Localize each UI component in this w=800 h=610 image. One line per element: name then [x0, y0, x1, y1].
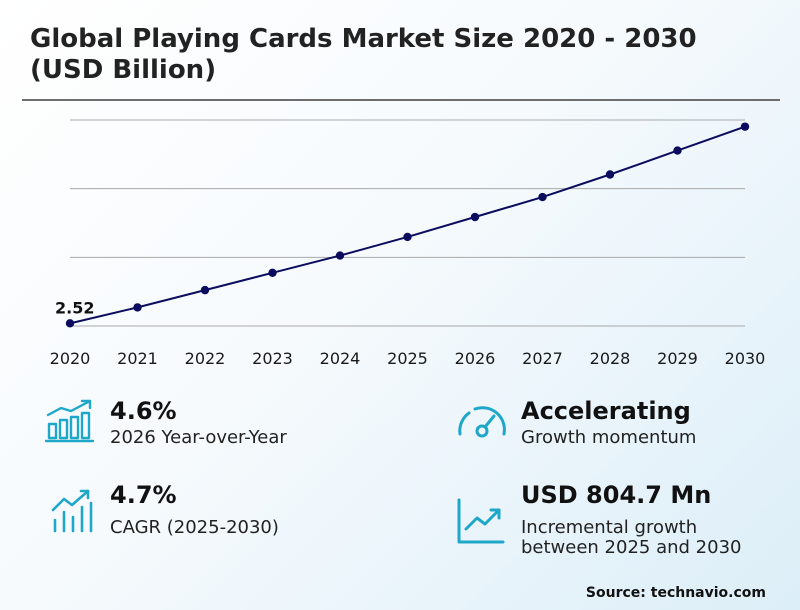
stat-cagr-value: 4.7%: [110, 481, 177, 509]
x-tick-label: 2022: [185, 349, 226, 368]
data-point: [538, 192, 547, 202]
x-tick-label: 2023: [252, 349, 293, 368]
stat-momentum-desc: Growth momentum: [521, 427, 697, 448]
gauge-icon: [458, 406, 506, 438]
data-point: [470, 212, 480, 222]
x-tick-label: 2030: [725, 349, 766, 368]
stat-cagr-desc: CAGR (2025-2030): [110, 517, 279, 538]
stat-momentum-value: Accelerating: [521, 397, 691, 425]
bar-chart-growth-icon: [45, 399, 95, 443]
data-point: [335, 251, 345, 260]
data-point: [403, 232, 412, 242]
line-chart: 2020 2021 2022 2023 2024 2025 2026 2027 2028 2029…: [50, 119, 766, 368]
title-divider: [22, 99, 780, 101]
data-point: [740, 122, 750, 131]
series-line: [69, 125, 746, 325]
x-tick-label: 2025: [387, 349, 428, 368]
data-point: [268, 268, 277, 278]
data-point: [673, 146, 682, 155]
data-point: [605, 170, 615, 179]
x-tick-label: 2028: [590, 349, 631, 368]
data-point: [65, 319, 75, 328]
stat-yoy-desc: 2026 Year-over-Year: [110, 427, 287, 448]
stat-incremental-desc-line2: between 2025 and 2030: [521, 537, 742, 558]
data-point: [133, 303, 142, 312]
data-point: [200, 285, 210, 295]
x-tick-label: 2021: [117, 349, 158, 368]
trend-chart-icon: [457, 498, 505, 544]
stat-incremental-value: USD 804.7 Mn: [521, 481, 712, 509]
x-tick-label: 2026: [455, 349, 496, 368]
data-label: 2.52: [55, 298, 94, 317]
x-tick-label: 2024: [320, 349, 361, 368]
x-tick-label: 2029: [657, 349, 698, 368]
source-credit: Source: technavio.com: [585, 585, 766, 601]
chart-title: Global Playing Cards Market Size 2020 - …: [30, 24, 697, 85]
stat-incremental-desc-line1: Incremental growth: [521, 517, 698, 538]
trend-bars-icon: [51, 489, 93, 533]
x-tick-label: 2027: [522, 349, 563, 368]
stat-yoy-value: 4.6%: [110, 397, 177, 425]
x-tick-label: 2020: [50, 349, 91, 368]
